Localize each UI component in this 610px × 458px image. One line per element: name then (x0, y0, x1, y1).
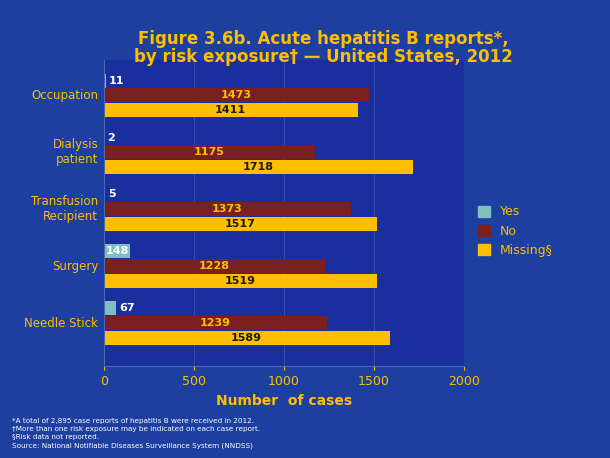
Bar (104, 259, 325, 273)
Text: 1473: 1473 (221, 90, 252, 100)
Bar (104, 316, 327, 330)
Text: 1718: 1718 (243, 162, 274, 172)
Text: *A total of 2,895 case reports of hepatitis B were received in 2012.
†More than : *A total of 2,895 case reports of hepati… (12, 418, 260, 449)
Text: 5: 5 (108, 190, 115, 200)
Bar (104, 245, 131, 258)
Bar (104, 103, 357, 117)
Legend: Yes, No, Missing§: Yes, No, Missing§ (473, 201, 558, 262)
Text: 148: 148 (106, 246, 129, 256)
Text: 1411: 1411 (215, 105, 246, 115)
Bar (104, 217, 377, 231)
Bar (104, 74, 106, 87)
Text: by risk exposure† — United States, 2012: by risk exposure† — United States, 2012 (134, 48, 512, 66)
Text: 1175: 1175 (194, 147, 225, 158)
Text: 67: 67 (119, 303, 135, 313)
Text: 1239: 1239 (199, 318, 231, 328)
Text: 2: 2 (107, 132, 115, 142)
Text: 11: 11 (109, 76, 124, 86)
Text: Figure 3.6b. Acute hepatitis B reports*,: Figure 3.6b. Acute hepatitis B reports*, (138, 30, 509, 48)
Bar (104, 331, 390, 345)
X-axis label: Number  of cases: Number of cases (215, 394, 352, 408)
Bar (104, 88, 369, 103)
Bar (104, 145, 315, 159)
Text: 1373: 1373 (212, 204, 243, 214)
Text: 1517: 1517 (224, 219, 256, 229)
Text: 1228: 1228 (199, 261, 230, 271)
Bar (104, 202, 351, 216)
Text: 1519: 1519 (225, 276, 256, 286)
Bar (104, 274, 377, 288)
Text: 1589: 1589 (231, 333, 262, 343)
Bar (104, 160, 413, 174)
Bar (104, 301, 116, 316)
